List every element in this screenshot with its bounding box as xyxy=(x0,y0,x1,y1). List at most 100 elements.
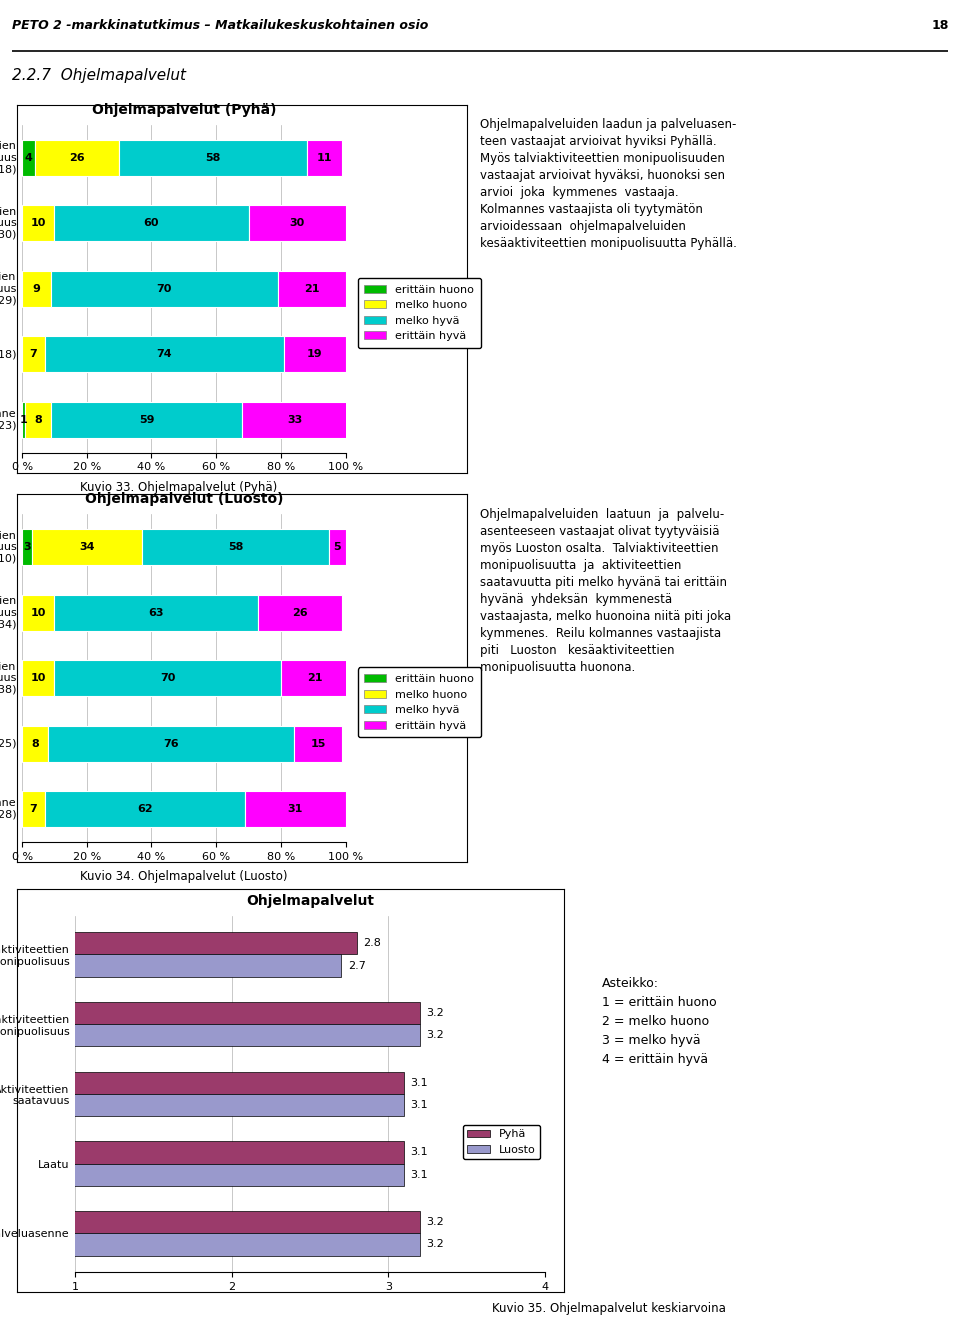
Bar xyxy=(294,725,343,761)
Text: Ohjelmapalveluiden  laatuun  ja  palvelu-
asenteeseen vastaajat olivat tyytyväis: Ohjelmapalveluiden laatuun ja palvelu- a… xyxy=(480,508,732,674)
Text: 74: 74 xyxy=(156,349,172,359)
Text: 19: 19 xyxy=(307,349,323,359)
Text: 26: 26 xyxy=(69,153,84,163)
Text: 34: 34 xyxy=(79,543,94,552)
Text: 76: 76 xyxy=(163,739,179,748)
Text: Kuvio 35. Ohjelmapalvelut keskiarvoina: Kuvio 35. Ohjelmapalvelut keskiarvoina xyxy=(492,1301,727,1315)
Bar xyxy=(0,1211,420,1233)
Text: 10: 10 xyxy=(31,673,46,684)
Text: 3.2: 3.2 xyxy=(426,1240,444,1249)
Bar xyxy=(22,271,51,306)
Text: Kuvio 34. Ohjelmapalvelut (Luosto): Kuvio 34. Ohjelmapalvelut (Luosto) xyxy=(81,870,288,884)
Text: 15: 15 xyxy=(310,739,325,748)
Text: Asteikko:
1 = erittäin huono
2 = melko huono
3 = melko hyvä
4 = erittäin hyvä: Asteikko: 1 = erittäin huono 2 = melko h… xyxy=(602,976,716,1066)
Bar xyxy=(22,336,45,372)
Text: 10: 10 xyxy=(31,608,46,618)
Bar xyxy=(22,402,25,438)
Text: 60: 60 xyxy=(144,219,159,228)
Bar xyxy=(246,791,346,827)
Bar xyxy=(0,1025,420,1046)
Text: 58: 58 xyxy=(228,543,243,552)
Bar xyxy=(249,205,346,242)
Text: 33: 33 xyxy=(288,415,303,424)
Bar xyxy=(55,661,281,696)
Bar xyxy=(22,205,55,242)
Text: Kuvio 33. Ohjelmapalvelut (Pyhä): Kuvio 33. Ohjelmapalvelut (Pyhä) xyxy=(81,481,277,494)
Bar xyxy=(35,140,119,176)
Bar xyxy=(22,791,45,827)
Text: 21: 21 xyxy=(304,283,320,294)
Text: 18: 18 xyxy=(931,19,948,32)
Title: Ohjelmapalvelut (Luosto): Ohjelmapalvelut (Luosto) xyxy=(84,493,283,506)
Text: 21: 21 xyxy=(307,673,323,684)
Text: 31: 31 xyxy=(288,804,303,814)
Text: 3.1: 3.1 xyxy=(411,1077,428,1088)
Title: Ohjelmapalvelut (Pyhä): Ohjelmapalvelut (Pyhä) xyxy=(91,103,276,117)
Bar xyxy=(242,402,348,438)
Bar xyxy=(281,661,348,696)
Text: 3.1: 3.1 xyxy=(411,1147,428,1158)
Bar xyxy=(0,955,342,976)
Text: 4: 4 xyxy=(25,153,33,163)
Legend: Pyhä, Luosto: Pyhä, Luosto xyxy=(463,1125,540,1159)
Bar xyxy=(0,932,357,955)
Text: Ohjelmapalveluiden laadun ja palveluasen-
teen vastaajat arvioivat hyviksi Pyhäl: Ohjelmapalveluiden laadun ja palveluasen… xyxy=(480,118,737,250)
Bar xyxy=(307,140,343,176)
Bar xyxy=(22,140,35,176)
Text: 59: 59 xyxy=(139,415,155,424)
Text: 2.2.7  Ohjelmapalvelut: 2.2.7 Ohjelmapalvelut xyxy=(12,67,185,83)
Text: 30: 30 xyxy=(289,219,304,228)
Bar xyxy=(45,336,284,372)
Bar xyxy=(45,791,246,827)
Bar xyxy=(55,595,258,631)
Bar xyxy=(0,1002,420,1025)
Bar xyxy=(0,1233,420,1256)
Bar xyxy=(277,271,346,306)
Legend: erittäin huono, melko huono, melko hyvä, erittäin hyvä: erittäin huono, melko huono, melko hyvä,… xyxy=(357,667,481,737)
Bar xyxy=(119,140,307,176)
Bar xyxy=(142,529,329,565)
Bar xyxy=(51,402,242,438)
Text: 9: 9 xyxy=(33,283,40,294)
Text: 3.1: 3.1 xyxy=(411,1170,428,1179)
Bar xyxy=(22,661,55,696)
Bar xyxy=(284,336,346,372)
Bar xyxy=(22,529,32,565)
Text: 26: 26 xyxy=(293,608,308,618)
Text: 7: 7 xyxy=(30,804,37,814)
Text: 2.8: 2.8 xyxy=(364,939,381,948)
Text: 1: 1 xyxy=(20,415,28,424)
Legend: erittäin huono, melko huono, melko hyvä, erittäin hyvä: erittäin huono, melko huono, melko hyvä,… xyxy=(357,278,481,348)
Bar xyxy=(329,529,346,565)
Text: 3.2: 3.2 xyxy=(426,1217,444,1228)
Bar xyxy=(55,205,249,242)
Bar xyxy=(0,1163,404,1186)
Text: 7: 7 xyxy=(30,349,37,359)
Bar xyxy=(0,1072,404,1093)
Text: 8: 8 xyxy=(31,739,39,748)
Text: 5: 5 xyxy=(334,543,342,552)
Text: PETO 2 -markkinatutkimus – Matkailukeskuskohtainen osio: PETO 2 -markkinatutkimus – Matkailukesku… xyxy=(12,19,428,32)
Bar xyxy=(0,1142,404,1163)
Text: 10: 10 xyxy=(31,219,46,228)
Text: 70: 70 xyxy=(156,283,172,294)
Text: 58: 58 xyxy=(205,153,221,163)
Text: 62: 62 xyxy=(137,804,153,814)
Title: Ohjelmapalvelut: Ohjelmapalvelut xyxy=(246,894,374,908)
Bar xyxy=(48,725,294,761)
Bar xyxy=(258,595,343,631)
Bar xyxy=(32,529,142,565)
Bar xyxy=(51,271,277,306)
Bar xyxy=(22,595,55,631)
Bar xyxy=(0,1093,404,1116)
Text: 11: 11 xyxy=(317,153,332,163)
Bar xyxy=(22,725,48,761)
Text: 70: 70 xyxy=(160,673,176,684)
Text: 8: 8 xyxy=(35,415,42,424)
Bar xyxy=(25,402,51,438)
Text: 63: 63 xyxy=(149,608,164,618)
Text: 3: 3 xyxy=(23,543,31,552)
Text: 3.2: 3.2 xyxy=(426,1009,444,1018)
Text: 3.2: 3.2 xyxy=(426,1030,444,1041)
Text: 3.1: 3.1 xyxy=(411,1100,428,1111)
